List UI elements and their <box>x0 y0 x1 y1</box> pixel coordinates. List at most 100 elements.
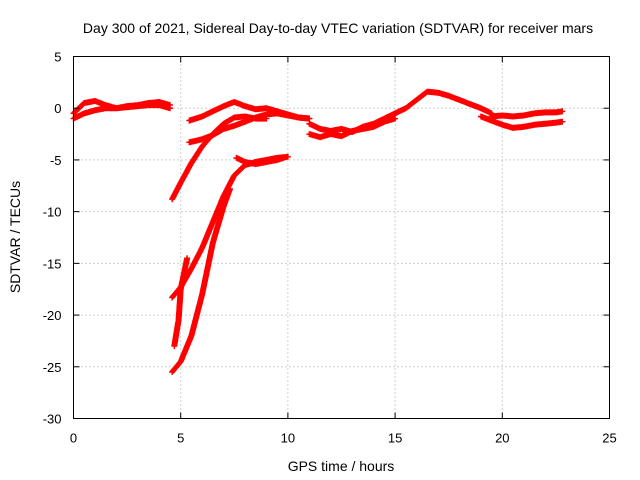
data-point <box>319 128 321 130</box>
data-point <box>201 293 203 295</box>
x-tick-label: 15 <box>388 431 402 446</box>
series-markers <box>169 185 233 375</box>
x-tick-label: 10 <box>281 431 295 446</box>
data-point <box>319 136 321 138</box>
data-point <box>244 121 246 123</box>
y-tick-label: -10 <box>43 205 62 220</box>
data-point <box>276 159 278 161</box>
series-track-m <box>477 113 566 131</box>
data-point <box>512 115 514 117</box>
y-tick-label: -20 <box>43 308 62 323</box>
series-markers <box>233 154 287 168</box>
data-point <box>405 107 407 109</box>
data-point <box>212 134 214 136</box>
series-track-e <box>186 99 313 124</box>
data-point <box>394 118 396 120</box>
series-markers <box>306 88 495 135</box>
data-point <box>341 135 342 137</box>
data-point <box>201 138 203 140</box>
data-point <box>265 107 267 109</box>
series-track-g <box>169 185 233 375</box>
data-point <box>308 123 310 125</box>
series-track-l <box>488 108 566 120</box>
y-tick-label: -15 <box>43 256 62 271</box>
data-point <box>212 242 214 244</box>
data-point <box>233 125 235 127</box>
data-point <box>283 157 285 159</box>
data-point <box>362 128 364 130</box>
series-markers <box>488 108 566 120</box>
data-point <box>383 121 385 123</box>
data-point <box>223 105 225 107</box>
data-point <box>501 124 503 126</box>
data-point <box>469 103 471 105</box>
data-point <box>351 130 353 132</box>
data-point <box>180 182 182 184</box>
data-point <box>233 101 235 103</box>
axis-ticks <box>73 56 610 419</box>
data-point <box>373 126 375 128</box>
data-point <box>171 296 173 298</box>
y-tick-label: -5 <box>50 153 62 168</box>
data-point <box>523 114 525 116</box>
data-point <box>287 156 289 158</box>
x-tick-label: 0 <box>70 431 77 446</box>
y-tick-label: 0 <box>54 101 61 116</box>
data-point <box>555 111 557 113</box>
data-point <box>223 128 225 130</box>
data-point <box>169 107 171 109</box>
data-point <box>330 133 332 135</box>
axis-tick-labels: 0 5 10 15 20 25 -30 -25 -20 -15 -10 -5 0 5 <box>43 50 617 446</box>
data-point <box>533 112 535 114</box>
series-markers <box>169 153 291 301</box>
data-point <box>561 110 563 112</box>
data-point <box>188 141 190 143</box>
data-point <box>308 133 310 135</box>
data-point <box>105 107 107 109</box>
data-point <box>201 247 203 249</box>
data-point <box>491 120 493 122</box>
data-point <box>512 127 514 129</box>
data-point <box>255 108 257 110</box>
series-track-h <box>171 255 191 350</box>
data-point <box>255 163 257 165</box>
data-point <box>544 123 546 125</box>
data-point <box>265 161 267 163</box>
data-point <box>223 195 225 197</box>
y-tick-label: -30 <box>43 412 62 427</box>
grid <box>73 56 610 419</box>
series-track-f <box>169 153 291 301</box>
data-point <box>212 110 214 112</box>
data-point <box>244 105 246 107</box>
data-point <box>201 115 203 117</box>
x-tick-label: 25 <box>602 431 616 446</box>
data-point <box>94 100 96 102</box>
data-point <box>458 99 460 101</box>
data-point <box>437 92 439 94</box>
data-point <box>148 104 150 106</box>
data-point <box>223 205 225 207</box>
x-tick-label: 20 <box>495 431 509 446</box>
y-tick-label: -25 <box>43 360 62 375</box>
data-point <box>480 115 482 117</box>
data-point <box>201 145 203 147</box>
data-point <box>223 123 225 125</box>
data-point <box>171 371 173 373</box>
chart-title: Day 300 of 2021, Sidereal Day-to-day VTE… <box>83 20 593 36</box>
data-point <box>416 99 418 101</box>
data-point <box>180 361 182 363</box>
data-point <box>533 124 535 126</box>
data-point <box>491 115 493 117</box>
data-point <box>544 111 546 113</box>
data-point <box>426 91 428 93</box>
series-markers <box>169 113 270 203</box>
x-tick-label: 5 <box>177 431 184 446</box>
data-point <box>137 105 139 107</box>
data-point <box>186 257 188 259</box>
data-point <box>190 162 192 164</box>
data-point <box>448 95 450 97</box>
data-point <box>171 198 173 200</box>
y-tick-label: 5 <box>54 50 61 65</box>
data-point <box>235 157 237 159</box>
